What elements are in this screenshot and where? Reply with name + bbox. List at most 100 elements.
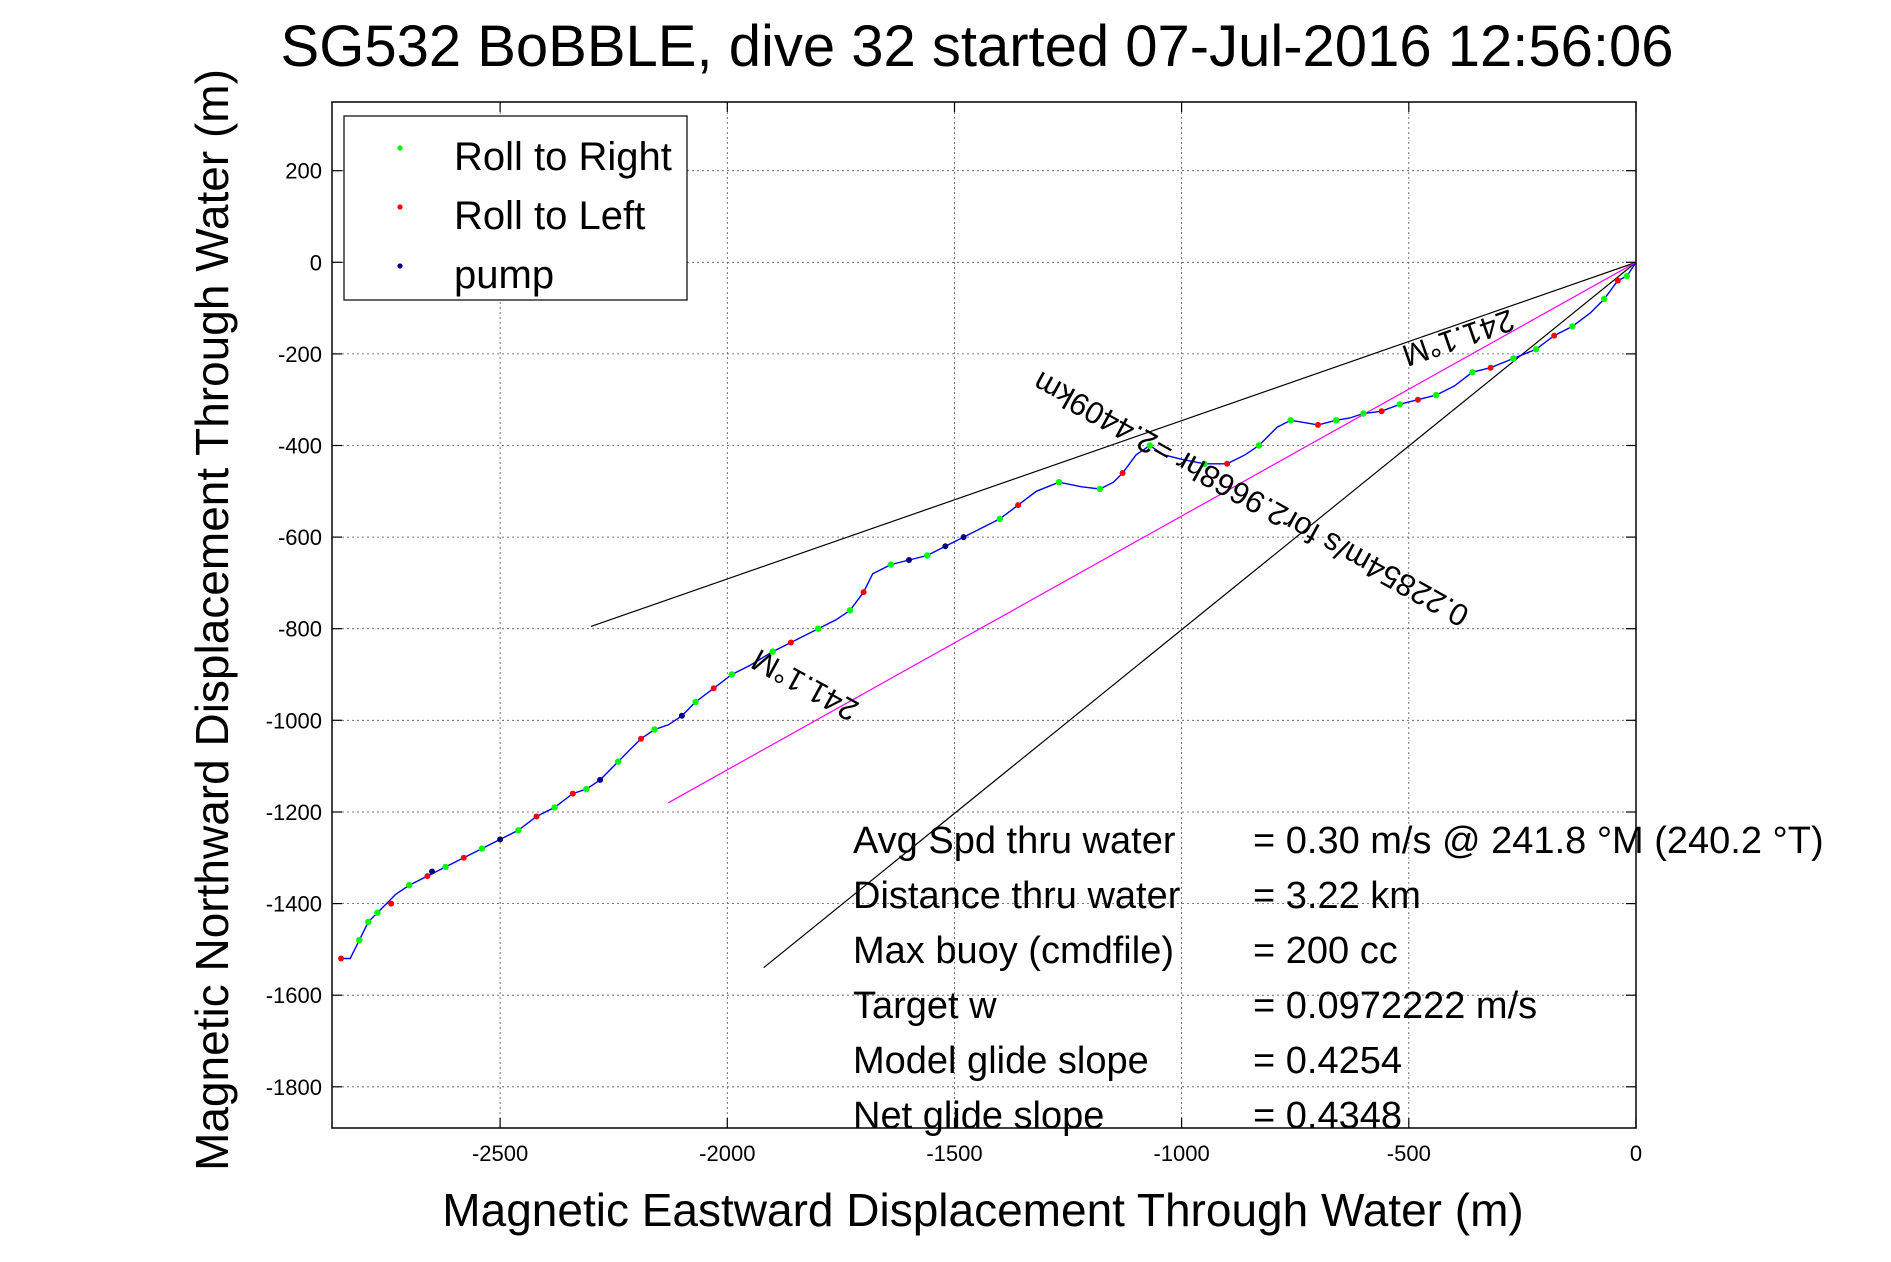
roll-left-point	[388, 900, 395, 907]
roll-right-point	[374, 909, 381, 916]
roll-right-point	[1201, 460, 1208, 467]
roll-right-point	[1432, 391, 1440, 399]
roll-left-point	[338, 955, 345, 962]
roll-right-point	[1396, 401, 1403, 408]
roll-left-point	[1551, 332, 1558, 339]
pump-point	[429, 868, 435, 875]
stat-value-model-glide-slope: = 0.4254	[1253, 1040, 1402, 1082]
series-track-line	[341, 261, 1636, 960]
roll-right-point	[1255, 442, 1263, 449]
y-tick-label: -1600	[266, 983, 322, 1008]
legend-label-pump: pump	[454, 253, 554, 297]
pump-point	[678, 712, 685, 719]
roll-right-point	[692, 698, 699, 706]
roll-right-point	[996, 515, 1004, 522]
roll-right-point	[365, 918, 372, 926]
reference-lines	[590, 261, 1636, 969]
pump-point	[960, 534, 967, 541]
reference-line-lower-bound	[763, 261, 1636, 969]
y-tick-label: 200	[285, 159, 322, 184]
roll-right-point	[815, 625, 822, 632]
stat-label-avg-speed: Avg Spd thru water	[853, 820, 1176, 862]
axis-ticks: -2500 -2000 -1500 -1000 -500 0 200 0 -200 -400 -60…	[266, 102, 1642, 1166]
roll-right-point	[615, 758, 622, 765]
x-tick-label: -2000	[699, 1141, 755, 1166]
grid-lines	[332, 102, 1636, 1128]
roll-left-point	[1614, 277, 1621, 284]
y-tick-label: -800	[278, 617, 322, 642]
x-tick-label: -1500	[926, 1141, 982, 1166]
stat-value-max-buoy: = 200 cc	[1253, 930, 1398, 972]
roll-right-point	[1332, 417, 1340, 424]
legend-marker-roll-left	[397, 204, 403, 210]
roll-right-point	[1510, 355, 1517, 362]
stat-value-avg-speed: = 0.30 m/s @ 241.8 °M (240.2 °T)	[1253, 820, 1824, 862]
roll-right-point	[887, 561, 895, 568]
roll-right-point	[769, 648, 776, 655]
y-tick-label: -1000	[266, 708, 322, 733]
pump-markers	[429, 534, 967, 875]
pump-point	[497, 836, 504, 843]
roll-left-point	[569, 790, 576, 797]
x-tick-label: -1000	[1153, 1141, 1209, 1166]
roll-left-point	[533, 813, 540, 820]
roll-right-point	[1569, 323, 1576, 330]
roll-right-point	[406, 882, 413, 889]
roll-right-point	[583, 785, 590, 793]
roll-right-point	[1532, 346, 1540, 353]
y-tick-label: -1400	[266, 892, 322, 917]
stat-label-distance: Distance thru water	[853, 875, 1181, 917]
stat-label-net-glide-slope: Net glide slope	[853, 1095, 1104, 1137]
legend-marker-pump	[397, 263, 403, 269]
roll-right-point	[728, 671, 735, 678]
roll-right-point	[478, 845, 486, 852]
plot-frame	[331, 101, 1637, 1129]
reference-line-mean-heading	[667, 261, 1636, 804]
x-tick-label: -500	[1387, 1141, 1431, 1166]
legend-label-roll-left: Roll to Left	[454, 194, 645, 238]
roll-right-point	[651, 726, 658, 733]
x-axis-label: Magnetic Eastward Displacement Through W…	[442, 1184, 1523, 1236]
roll-left-point	[1315, 421, 1321, 428]
stat-label-target-w: Target w	[853, 985, 997, 1027]
roll-left-point	[1487, 364, 1494, 371]
x-tick-label: 0	[1630, 1141, 1642, 1166]
chart-title: SG532 BoBBLE, dive 32 started 07-Jul-201…	[281, 14, 1674, 79]
roll-right-point	[1096, 485, 1104, 493]
roll-right-point	[1287, 417, 1294, 424]
roll-right-point	[1360, 410, 1367, 417]
reference-line-upper-bound	[590, 261, 1636, 628]
stat-value-distance: = 3.22 km	[1253, 875, 1421, 917]
y-tick-label: -400	[278, 434, 322, 459]
y-tick-label: 0	[310, 250, 322, 275]
y-tick-label: -1800	[266, 1075, 322, 1100]
roll-left-point	[1378, 408, 1385, 415]
roll-right-point	[515, 827, 522, 834]
roll-left-point	[460, 854, 467, 861]
roll-right-point	[551, 804, 558, 811]
roll-right-point	[356, 937, 363, 944]
roll-left-point	[787, 639, 794, 646]
y-tick-label: -200	[278, 342, 322, 367]
pump-point	[942, 543, 949, 550]
roll-left-markers	[338, 277, 1621, 962]
roll-left-point	[1224, 460, 1231, 467]
roll-right-point	[1469, 369, 1476, 376]
roll-left-point	[710, 685, 717, 692]
legend-marker-roll-right	[397, 145, 403, 151]
roll-right-point	[846, 607, 854, 614]
legend: Roll to Right Roll to Left pump	[343, 115, 688, 301]
roll-left-point	[1015, 502, 1022, 509]
roll-right-point	[1055, 479, 1063, 486]
stat-value-net-glide-slope: = 0.4348	[1253, 1095, 1402, 1137]
pump-point	[597, 776, 604, 783]
stats-panel: Avg Spd thru water = 0.30 m/s @ 241.8 °M…	[853, 820, 1824, 1137]
roll-left-point	[860, 589, 867, 596]
roll-left-point	[638, 735, 644, 742]
roll-left-point	[424, 873, 431, 880]
plot-data	[338, 261, 1636, 969]
y-axis-label: Magnetic Northward Displacement Through …	[186, 69, 238, 1171]
x-tick-label: -2500	[472, 1141, 528, 1166]
legend-label-roll-right: Roll to Right	[454, 135, 672, 179]
